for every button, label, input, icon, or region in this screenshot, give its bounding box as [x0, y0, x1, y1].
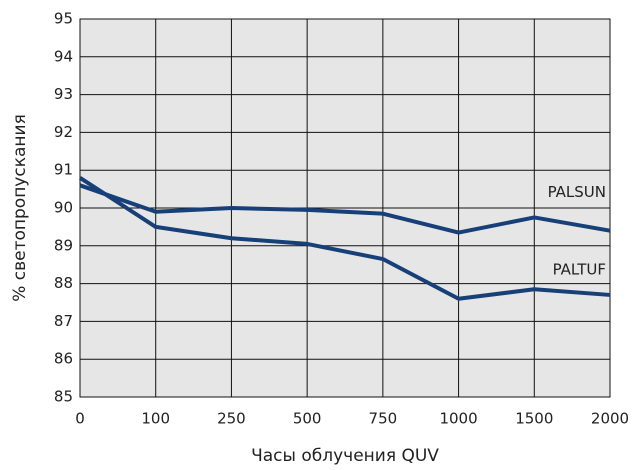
y-tick-label: 94 [54, 47, 73, 65]
x-tick-label: 1000 [439, 410, 477, 428]
x-tick-label: 750 [369, 410, 398, 428]
y-tick-label: 92 [54, 123, 73, 141]
y-tick-label: 95 [54, 10, 73, 28]
y-tick-label: 93 [54, 85, 73, 103]
x-tick-label: 0 [75, 410, 85, 428]
line-series [78, 176, 611, 301]
y-tick-label: 86 [54, 350, 73, 368]
y-tick-label: 88 [54, 274, 73, 292]
y-tick-label: 90 [54, 199, 73, 217]
x-tick-label: 1500 [515, 410, 553, 428]
x-axis-label: Часы облучения QUV [251, 446, 439, 466]
y-tick-label: 91 [54, 161, 73, 179]
y-tick-label: 85 [54, 388, 73, 406]
x-tick-label: 500 [293, 410, 322, 428]
y-tick-label: 89 [54, 236, 73, 254]
x-tick-label: 250 [217, 410, 246, 428]
x-tick-label: 100 [141, 410, 170, 428]
series-label: PALSUN [548, 183, 606, 201]
series-label: PALTUF [553, 260, 606, 278]
y-tick-label: 87 [54, 312, 73, 330]
x-tick-label: 2000 [591, 410, 629, 428]
y-axis-label: % светопропускания [10, 114, 30, 302]
line-series [79, 183, 611, 235]
